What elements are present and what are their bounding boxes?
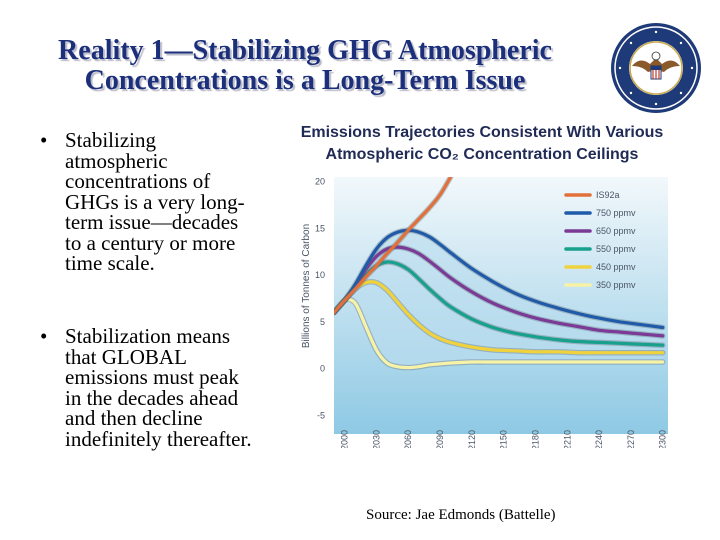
bullet-line: GHGs is a very long-: [65, 189, 245, 214]
x-tick-label: 2210: [562, 430, 572, 448]
y-tick-label: 0: [320, 364, 325, 374]
series-line-stroke: [334, 177, 453, 315]
series-line-stroke: [334, 228, 665, 330]
bullet-line: concentrations of: [65, 169, 211, 193]
legend-item: 350 ppmv: [564, 280, 636, 290]
legend-label: 350 ppmv: [596, 280, 636, 290]
legend-item: 650 ppmv: [564, 226, 636, 236]
legend-label: 550 ppmv: [596, 244, 636, 254]
series-line: [334, 227, 666, 331]
y-tick-label: 20: [315, 177, 325, 187]
x-tick-label: 2090: [435, 430, 445, 448]
legend-label: 750 ppmv: [596, 208, 636, 218]
y-tick-label: 5: [320, 317, 325, 327]
series-line: [334, 278, 666, 356]
series-line-stroke: [334, 245, 665, 338]
x-tick-label: 2000: [340, 430, 350, 448]
bullet-line: indefinitely thereafter.: [65, 426, 252, 451]
x-tick-label: 2270: [626, 430, 636, 448]
slide-title: Reality 1—Stabilizing GHG Atmospheric Co…: [10, 36, 600, 96]
chart-title-line-2: Atmospheric CO₂ Concentration Ceilings: [326, 146, 639, 163]
legend-item: 450 ppmv: [564, 262, 636, 272]
series-line: [334, 244, 666, 339]
bullet-line: Stabilizing: [65, 128, 156, 152]
series-line: [334, 177, 454, 316]
range-band: [334, 230, 663, 368]
x-tick-label: 2240: [594, 430, 604, 448]
legend-label: 650 ppmv: [596, 226, 636, 236]
x-tick-label: 2150: [499, 430, 509, 448]
bullet-line: that GLOBAL: [65, 344, 187, 369]
slide-title-line-1: Reality 1—Stabilizing GHG Atmospheric: [58, 35, 552, 66]
bullet-line: time scale.: [65, 251, 155, 275]
bullet-line: emissions must peak: [65, 365, 239, 389]
bullet-line: Stabilization means: [65, 324, 231, 348]
legend-item: 750 ppmv: [564, 208, 636, 218]
y-tick-label: -5: [317, 410, 325, 420]
department-of-state-seal-icon: [611, 23, 701, 113]
legend-label: 450 ppmv: [596, 262, 636, 272]
slide-title-line-2: Concentrations is a Long-Term Issue: [84, 65, 526, 96]
bullet-marker: •: [40, 128, 48, 152]
x-tick-label: 2030: [371, 430, 381, 448]
chart-title-line-1: Emissions Trajectories Consistent With V…: [301, 124, 664, 141]
x-tick-label: 2300: [658, 430, 668, 448]
series-line-stroke: [334, 297, 665, 370]
x-tick-label: 2180: [531, 430, 541, 448]
bullet-text: Stabilization means that GLOBAL emission…: [65, 326, 252, 449]
bullet-line: and then decline: [65, 406, 203, 430]
series-line-stroke: [334, 280, 665, 355]
bullet-line: to a century or more: [65, 230, 236, 255]
legend-label: IS92a: [596, 190, 620, 200]
bullet-line: term issue—decades: [65, 210, 239, 234]
bullet-text: Stabilizing atmospheric concentrations o…: [65, 130, 245, 274]
legend-item: 550 ppmv: [564, 244, 636, 254]
source-note: Source: Jae Edmonds (Battelle): [366, 507, 556, 523]
y-tick-label: 10: [315, 270, 325, 280]
emissions-chart: Emissions Trajectories Consistent With V…: [301, 124, 668, 448]
x-tick-label: 2060: [403, 430, 413, 448]
series-line: [334, 296, 666, 371]
bullet-line: in the decades ahead: [65, 385, 239, 410]
x-tick-label: 2120: [467, 430, 477, 448]
legend-item: IS92a: [564, 190, 620, 200]
bullet-marker: •: [40, 324, 48, 348]
y-axis-label: Billions of Tonnes of Carbon: [301, 224, 312, 348]
bullet-line: atmospheric: [65, 148, 168, 173]
y-tick-label: 15: [315, 223, 325, 233]
